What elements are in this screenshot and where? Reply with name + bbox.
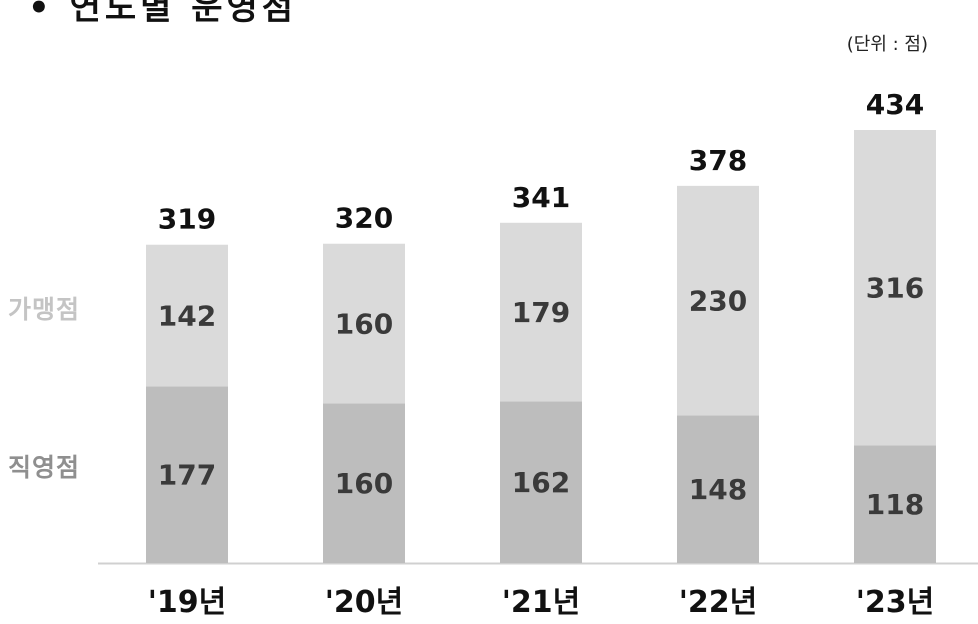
x-tick-label: '21년	[502, 585, 581, 620]
bar-franchise	[500, 222, 582, 402]
bar-direct	[854, 445, 936, 563]
data-label-direct: 160	[335, 467, 393, 500]
x-tick-label: '22년	[679, 585, 758, 620]
bar-franchise	[854, 130, 936, 446]
total-label: 320	[335, 202, 393, 235]
bar-franchise	[677, 185, 759, 416]
bar-franchise	[323, 243, 405, 404]
data-label-franchise: 179	[512, 296, 570, 329]
bar-franchise	[146, 244, 228, 387]
total-label: 319	[158, 203, 216, 236]
chart-title: • 연도별 운영점	[28, 0, 298, 28]
total-label: 378	[689, 144, 747, 177]
bar-direct	[323, 403, 405, 563]
data-label-direct: 148	[689, 473, 747, 506]
data-label-direct: 177	[158, 459, 216, 492]
data-label-franchise: 160	[335, 308, 393, 341]
data-label-direct: 162	[512, 466, 570, 499]
data-label-franchise: 316	[866, 272, 924, 305]
bar-direct	[500, 401, 582, 563]
x-tick-label: '20년	[325, 585, 404, 620]
x-tick-label: '19년	[148, 585, 227, 620]
legend-label-franchise: 가맹점	[8, 295, 81, 324]
unit-label: (단위 : 점)	[846, 34, 928, 55]
bar-direct	[146, 386, 228, 563]
bar-direct	[677, 415, 759, 563]
x-tick-label: '23년	[856, 585, 935, 620]
total-label: 434	[866, 88, 924, 121]
legend-label-direct: 직영점	[8, 453, 81, 482]
data-label-franchise: 230	[689, 285, 747, 318]
total-label: 341	[512, 181, 570, 214]
data-label-direct: 118	[866, 488, 924, 521]
data-label-franchise: 142	[158, 300, 216, 333]
